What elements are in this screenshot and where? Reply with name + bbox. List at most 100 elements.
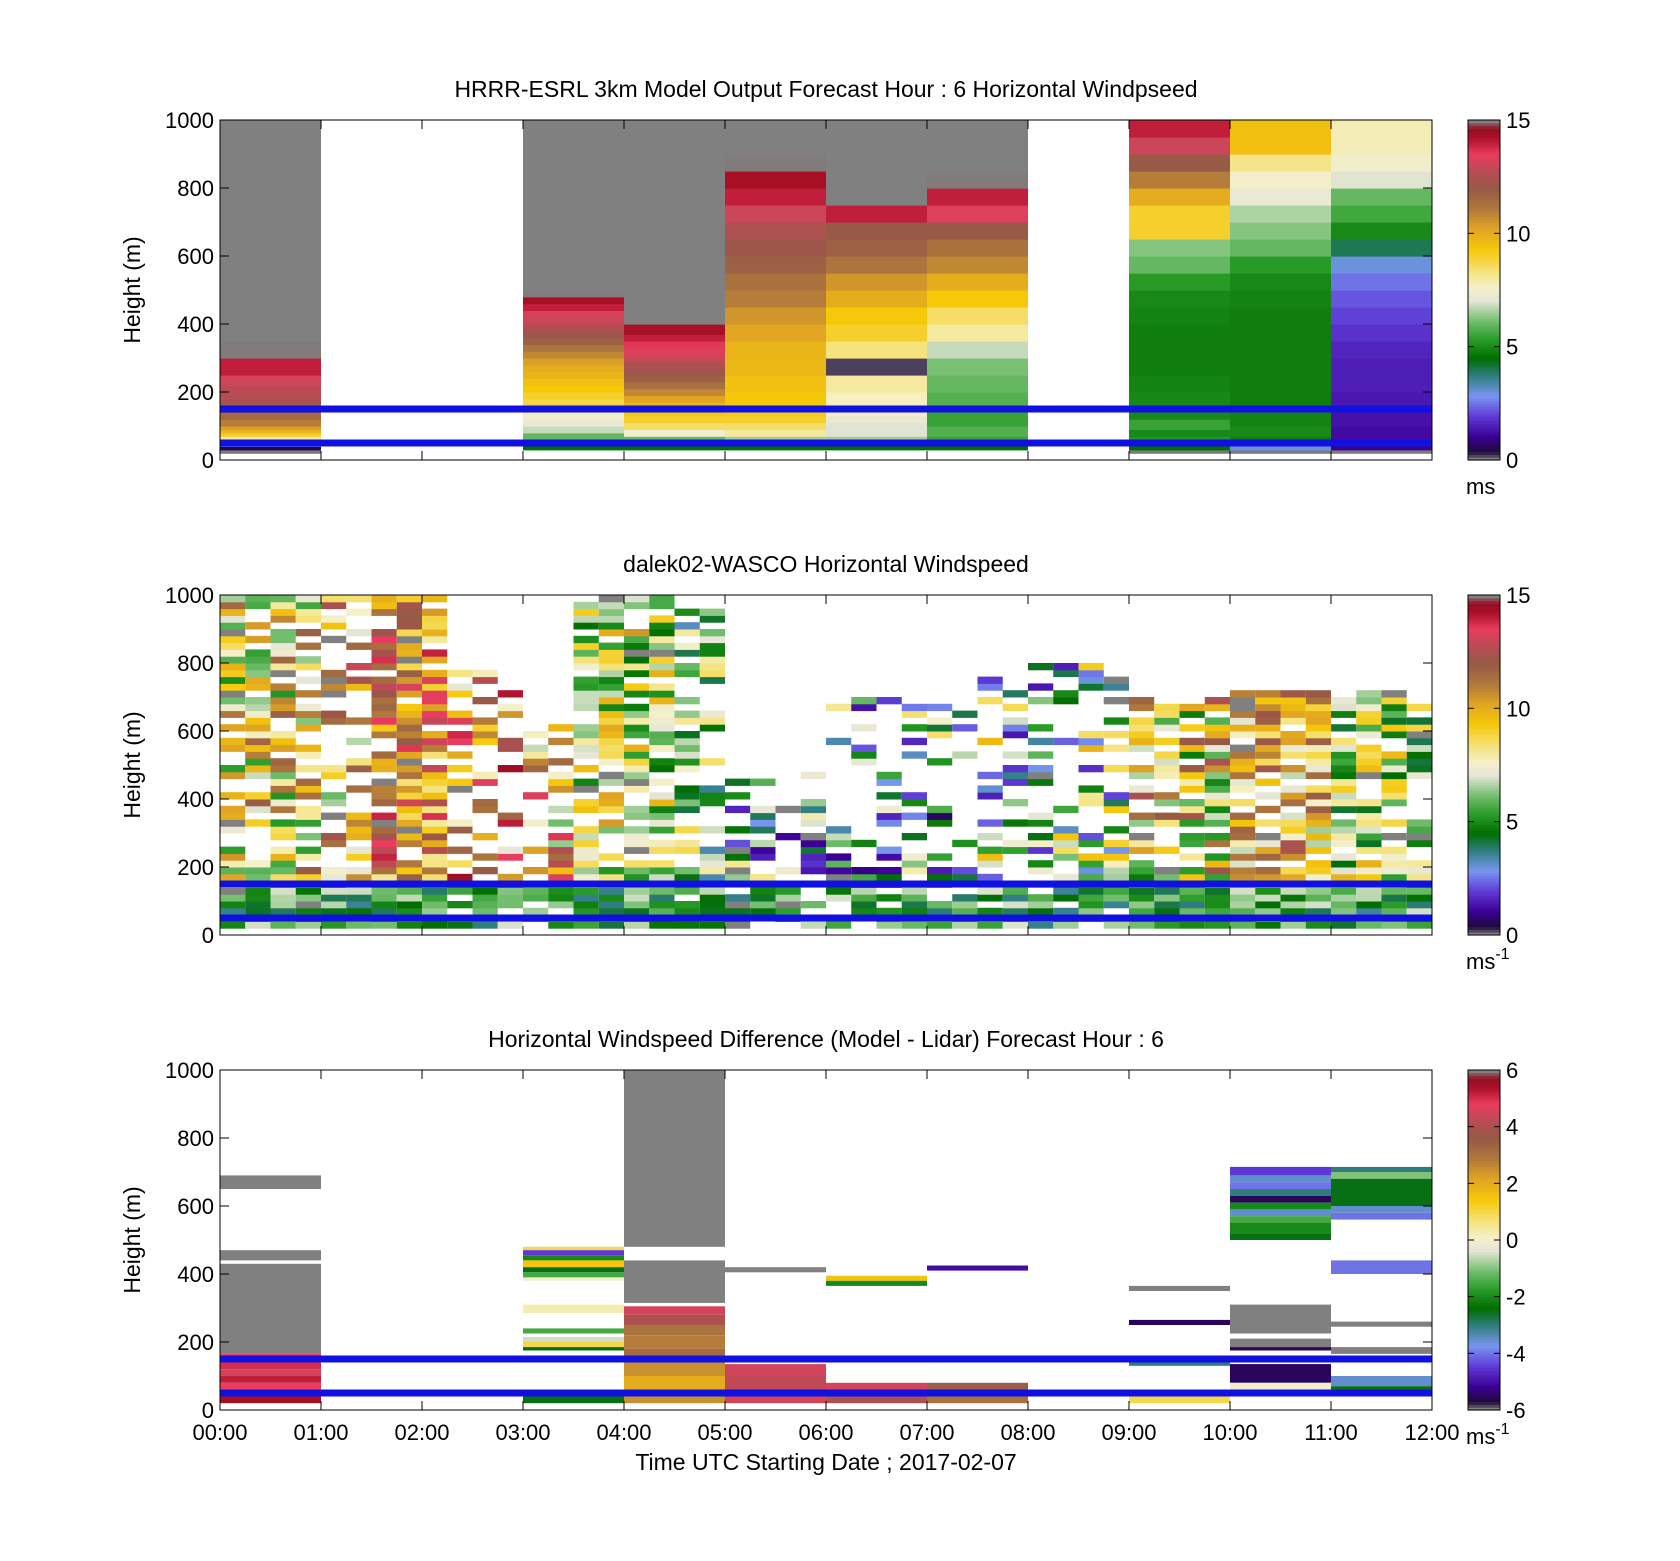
colorbar-swatch bbox=[1468, 190, 1500, 195]
heatmap-cell bbox=[1305, 805, 1331, 814]
heatmap-cell bbox=[1356, 867, 1382, 875]
colorbar-swatch bbox=[1468, 864, 1500, 868]
heatmap-cell bbox=[649, 799, 675, 807]
heatmap-cell bbox=[952, 724, 978, 732]
colorbar-swatch bbox=[1468, 247, 1500, 251]
colorbar-swatch bbox=[1468, 332, 1500, 336]
heatmap-cell bbox=[674, 839, 700, 848]
colorbar-swatch bbox=[1468, 810, 1500, 814]
colorbar-swatch bbox=[1468, 1138, 1500, 1142]
heatmap-cell bbox=[826, 222, 927, 240]
heatmap-cell bbox=[1078, 853, 1104, 861]
heatmap-cell bbox=[396, 656, 422, 664]
heatmap-cell bbox=[245, 601, 271, 610]
colorbar-swatch bbox=[1468, 375, 1500, 379]
heatmap-cell bbox=[1331, 826, 1357, 834]
heatmap-cell bbox=[649, 758, 675, 766]
heatmap-cell bbox=[371, 778, 397, 786]
heatmap-cell bbox=[800, 812, 826, 820]
colorbar-swatch bbox=[1468, 1404, 1500, 1408]
heatmap-cell bbox=[220, 615, 246, 623]
heatmap-cell bbox=[321, 635, 347, 644]
chart-title: dalek02-WASCO Horizontal Windspeed bbox=[623, 551, 1029, 577]
heatmap-cell bbox=[371, 656, 397, 664]
colorbar-swatch bbox=[1468, 1228, 1500, 1233]
heatmap-cell bbox=[1305, 771, 1331, 780]
heatmap-cell bbox=[699, 676, 725, 684]
heatmap-cell bbox=[1331, 703, 1357, 712]
heatmap-cell bbox=[548, 867, 574, 875]
heatmap-cell bbox=[396, 629, 422, 637]
heatmap-cell bbox=[598, 663, 624, 671]
heatmap-cell bbox=[977, 676, 1003, 684]
heatmap-cell bbox=[270, 894, 296, 902]
heatmap-cell bbox=[1331, 833, 1357, 841]
heatmap-cell bbox=[422, 622, 448, 630]
colorbar-swatch bbox=[1468, 697, 1500, 701]
heatmap-cell bbox=[346, 873, 372, 882]
heatmap-cell bbox=[1129, 1362, 1230, 1366]
heatmap-cell bbox=[1230, 1364, 1331, 1383]
colorbar-tick-label: -2 bbox=[1506, 1285, 1526, 1310]
heatmap-cell bbox=[624, 805, 650, 814]
heatmap-cell bbox=[1129, 137, 1230, 155]
heatmap-cell bbox=[1331, 137, 1432, 155]
heatmap-cell bbox=[674, 799, 700, 807]
chart-title: Horizontal Windspeed Difference (Model -… bbox=[488, 1026, 1164, 1052]
heatmap-cell bbox=[1406, 751, 1432, 759]
heatmap-cell bbox=[826, 826, 852, 834]
heatmap-cell bbox=[901, 907, 927, 916]
heatmap-cell bbox=[1230, 744, 1256, 752]
heatmap-cell bbox=[295, 785, 321, 793]
heatmap-cells bbox=[220, 595, 1432, 929]
x-tick-label: 12:00 bbox=[1404, 1420, 1459, 1445]
heatmap-cell bbox=[624, 642, 650, 650]
heatmap-cell bbox=[1230, 171, 1331, 189]
heatmap-cell bbox=[624, 629, 650, 637]
heatmap-cell bbox=[826, 188, 927, 206]
heatmap-cell bbox=[826, 422, 927, 430]
colorbar-swatch bbox=[1468, 338, 1500, 342]
heatmap-cell bbox=[1103, 853, 1129, 861]
colorbar-swatch bbox=[1468, 1361, 1500, 1366]
heatmap-cell bbox=[220, 154, 321, 172]
heatmap-cell bbox=[1154, 771, 1180, 780]
colorbar-swatch bbox=[1468, 443, 1500, 447]
heatmap-cell bbox=[245, 901, 271, 909]
heatmap-cell bbox=[1129, 703, 1155, 712]
heatmap-cell bbox=[220, 426, 321, 430]
heatmap-cell bbox=[1179, 907, 1205, 916]
colorbar-swatch bbox=[1468, 824, 1500, 828]
heatmap-cell bbox=[1305, 819, 1331, 827]
heatmap-cell bbox=[321, 622, 347, 630]
heatmap-cell bbox=[1381, 819, 1407, 827]
heatmap-cell bbox=[1154, 846, 1180, 854]
heatmap-cell bbox=[220, 663, 246, 671]
heatmap-cell bbox=[295, 833, 321, 841]
heatmap-cell bbox=[573, 697, 599, 705]
heatmap-cell bbox=[270, 737, 296, 746]
heatmap-cell bbox=[800, 846, 826, 854]
heatmap-cell bbox=[245, 717, 271, 725]
colorbar-swatch bbox=[1468, 1174, 1500, 1179]
colorbar-swatch bbox=[1468, 1206, 1500, 1210]
heatmap-cell bbox=[649, 846, 675, 854]
heatmap-cell bbox=[270, 697, 296, 705]
heatmap-cell bbox=[725, 415, 826, 424]
heatmap-cell bbox=[1381, 799, 1407, 807]
colorbar-swatch bbox=[1468, 1160, 1500, 1165]
colorbar-swatch bbox=[1468, 1231, 1500, 1235]
heatmap-cell bbox=[220, 1263, 321, 1354]
colorbar-swatch bbox=[1468, 281, 1500, 285]
heatmap-cell bbox=[1078, 744, 1104, 752]
heatmap-cell bbox=[573, 615, 599, 623]
heatmap-cell bbox=[1356, 724, 1382, 732]
heatmap-cell bbox=[422, 799, 448, 807]
heatmap-cell bbox=[725, 826, 751, 834]
heatmap-cell bbox=[220, 907, 246, 916]
heatmap-cell bbox=[624, 409, 725, 417]
heatmap-cell bbox=[1204, 717, 1230, 725]
heatmap-cell bbox=[699, 724, 725, 732]
